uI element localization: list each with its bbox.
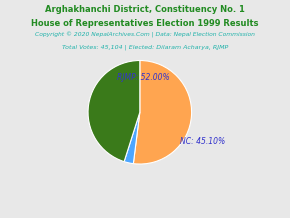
Text: Copyright © 2020 NepalArchives.Com | Data: Nepal Election Commission: Copyright © 2020 NepalArchives.Com | Dat… — [35, 32, 255, 38]
Text: Total Votes: 45,104 | Elected: Dilaram Acharya, RJMP: Total Votes: 45,104 | Elected: Dilaram A… — [62, 45, 228, 50]
Wedge shape — [124, 112, 140, 164]
Wedge shape — [88, 60, 140, 162]
Text: NC: 45.10%: NC: 45.10% — [180, 137, 225, 146]
Text: Arghakhanchi District, Constituency No. 1: Arghakhanchi District, Constituency No. … — [45, 5, 245, 14]
Text: House of Representatives Election 1999 Results: House of Representatives Election 1999 R… — [31, 19, 259, 27]
Text: RJMP: 52.00%: RJMP: 52.00% — [117, 73, 169, 82]
Wedge shape — [133, 60, 192, 164]
